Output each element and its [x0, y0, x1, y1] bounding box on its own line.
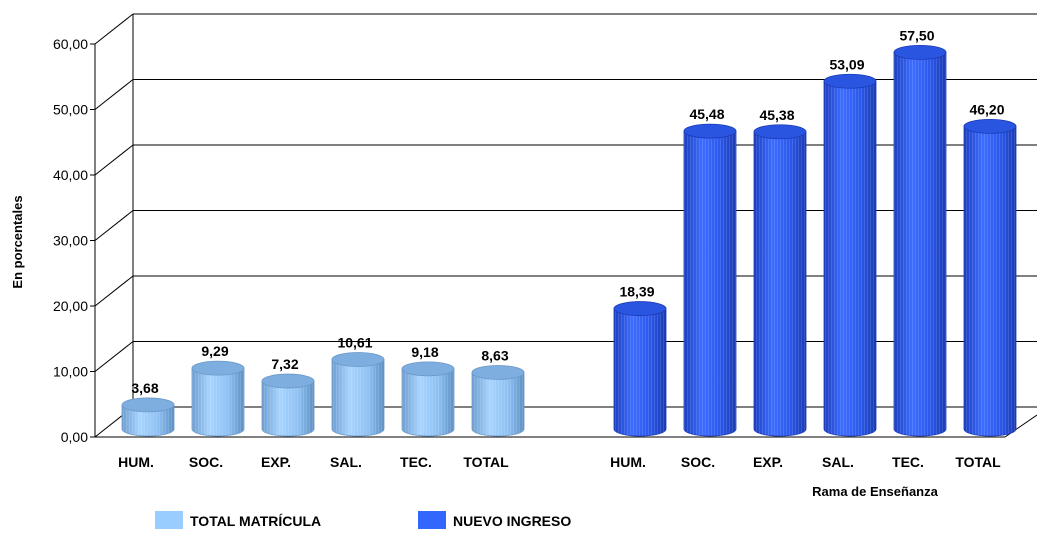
- data-label: 45,48: [689, 106, 724, 122]
- x-category-label: HUM.: [610, 454, 646, 470]
- legend-label-nuevo-ingreso: NUEVO INGRESO: [453, 513, 571, 529]
- x-category-label: EXP.: [753, 454, 783, 470]
- bar: [613, 301, 667, 437]
- bar-texture: [824, 81, 876, 436]
- bar-texture: [754, 131, 806, 437]
- bar-top: [753, 124, 807, 140]
- x-category-label: SAL.: [822, 454, 854, 470]
- bar: [331, 352, 385, 437]
- bar-texture: [472, 372, 524, 436]
- y-tick-label: 10,00: [53, 364, 88, 380]
- bar: [121, 397, 175, 437]
- bar-top: [471, 365, 525, 380]
- data-label: 9,18: [411, 344, 438, 360]
- x-category-label: SOC.: [189, 454, 223, 470]
- bar-top: [121, 397, 175, 413]
- legend: TOTAL MATRÍCULA NUEVO INGRESO: [155, 511, 571, 529]
- y-tick-label: 30,00: [53, 233, 88, 249]
- data-label: 10,61: [337, 335, 372, 351]
- data-label: 3,68: [131, 380, 158, 396]
- x-category-label: TEC.: [400, 454, 432, 470]
- bar-texture: [402, 368, 454, 436]
- bar: [471, 365, 525, 437]
- bar-top: [823, 73, 877, 89]
- bar: [191, 360, 245, 437]
- bar-top: [613, 301, 667, 316]
- y-tick-label: 60,00: [53, 36, 88, 52]
- data-label: 46,20: [969, 101, 1004, 117]
- gridline-side: [94, 79, 134, 110]
- bar: [753, 124, 807, 437]
- bar-top: [261, 373, 315, 389]
- bar-texture: [894, 52, 946, 436]
- bar: [261, 373, 315, 437]
- bar-top: [683, 123, 737, 139]
- data-label: 9,29: [201, 343, 228, 359]
- bar-top: [191, 360, 245, 376]
- bar-texture: [614, 308, 666, 436]
- x-category-label: SOC.: [681, 454, 715, 470]
- x-category-label: SAL.: [330, 454, 362, 470]
- bar-top: [401, 361, 455, 377]
- gridline-side: [94, 13, 134, 45]
- legend-swatch-nuevo-ingreso: [418, 511, 446, 529]
- bar-texture: [122, 404, 174, 436]
- gridline-side: [94, 341, 134, 372]
- gridline-side: [94, 275, 134, 307]
- y-axis-title: En porcentales: [10, 195, 25, 288]
- bar-texture: [964, 126, 1016, 436]
- bar-top: [331, 352, 385, 367]
- x-axis-title: Rama de Enseñanza: [812, 484, 938, 499]
- bar-texture: [192, 368, 244, 436]
- bar: [683, 123, 737, 437]
- bar-top: [893, 44, 947, 60]
- legend-swatch-total-matricula: [155, 511, 183, 529]
- data-label: 18,39: [619, 284, 654, 300]
- bar-top: [963, 118, 1017, 134]
- y-axis-ticks: 0,00 10,00 20,00 30,00 40,00 50,00 60,00: [53, 36, 95, 445]
- x-category-label: HUM.: [118, 454, 154, 470]
- x-category-label: EXP.: [261, 454, 291, 470]
- bars-layer: 3,68 9,29 7,32 10,61 9,18 8,63 18,39 45,48 45,38…: [121, 27, 1017, 437]
- legend-label-total-matricula: TOTAL MATRÍCULA: [190, 513, 321, 529]
- bar-texture: [332, 359, 384, 436]
- bar: [893, 44, 947, 437]
- y-tick-label: 0,00: [61, 429, 88, 445]
- x-category-label: TEC.: [892, 454, 924, 470]
- bar: [963, 118, 1017, 437]
- gridlines: [94, 13, 1037, 438]
- x-category-label: TOTAL: [463, 454, 509, 470]
- data-label: 7,32: [271, 356, 298, 372]
- y-tick-label: 20,00: [53, 298, 88, 314]
- x-category-label: TOTAL: [955, 454, 1001, 470]
- bar: [823, 73, 877, 437]
- bar-texture: [684, 131, 736, 436]
- data-label: 53,09: [829, 56, 864, 72]
- gridline-side: [94, 144, 134, 176]
- data-label: 45,38: [759, 107, 794, 123]
- data-label: 8,63: [481, 347, 508, 363]
- y-tick-label: 40,00: [53, 167, 88, 183]
- x-axis-categories: HUM. SOC. EXP. SAL. TEC. TOTAL HUM. SOC. EXP. SAL…: [118, 454, 1001, 470]
- bar: [401, 361, 455, 437]
- data-label: 57,50: [899, 27, 934, 43]
- y-tick-label: 50,00: [53, 102, 88, 118]
- gridline-side: [94, 210, 134, 241]
- bar-texture: [262, 381, 314, 436]
